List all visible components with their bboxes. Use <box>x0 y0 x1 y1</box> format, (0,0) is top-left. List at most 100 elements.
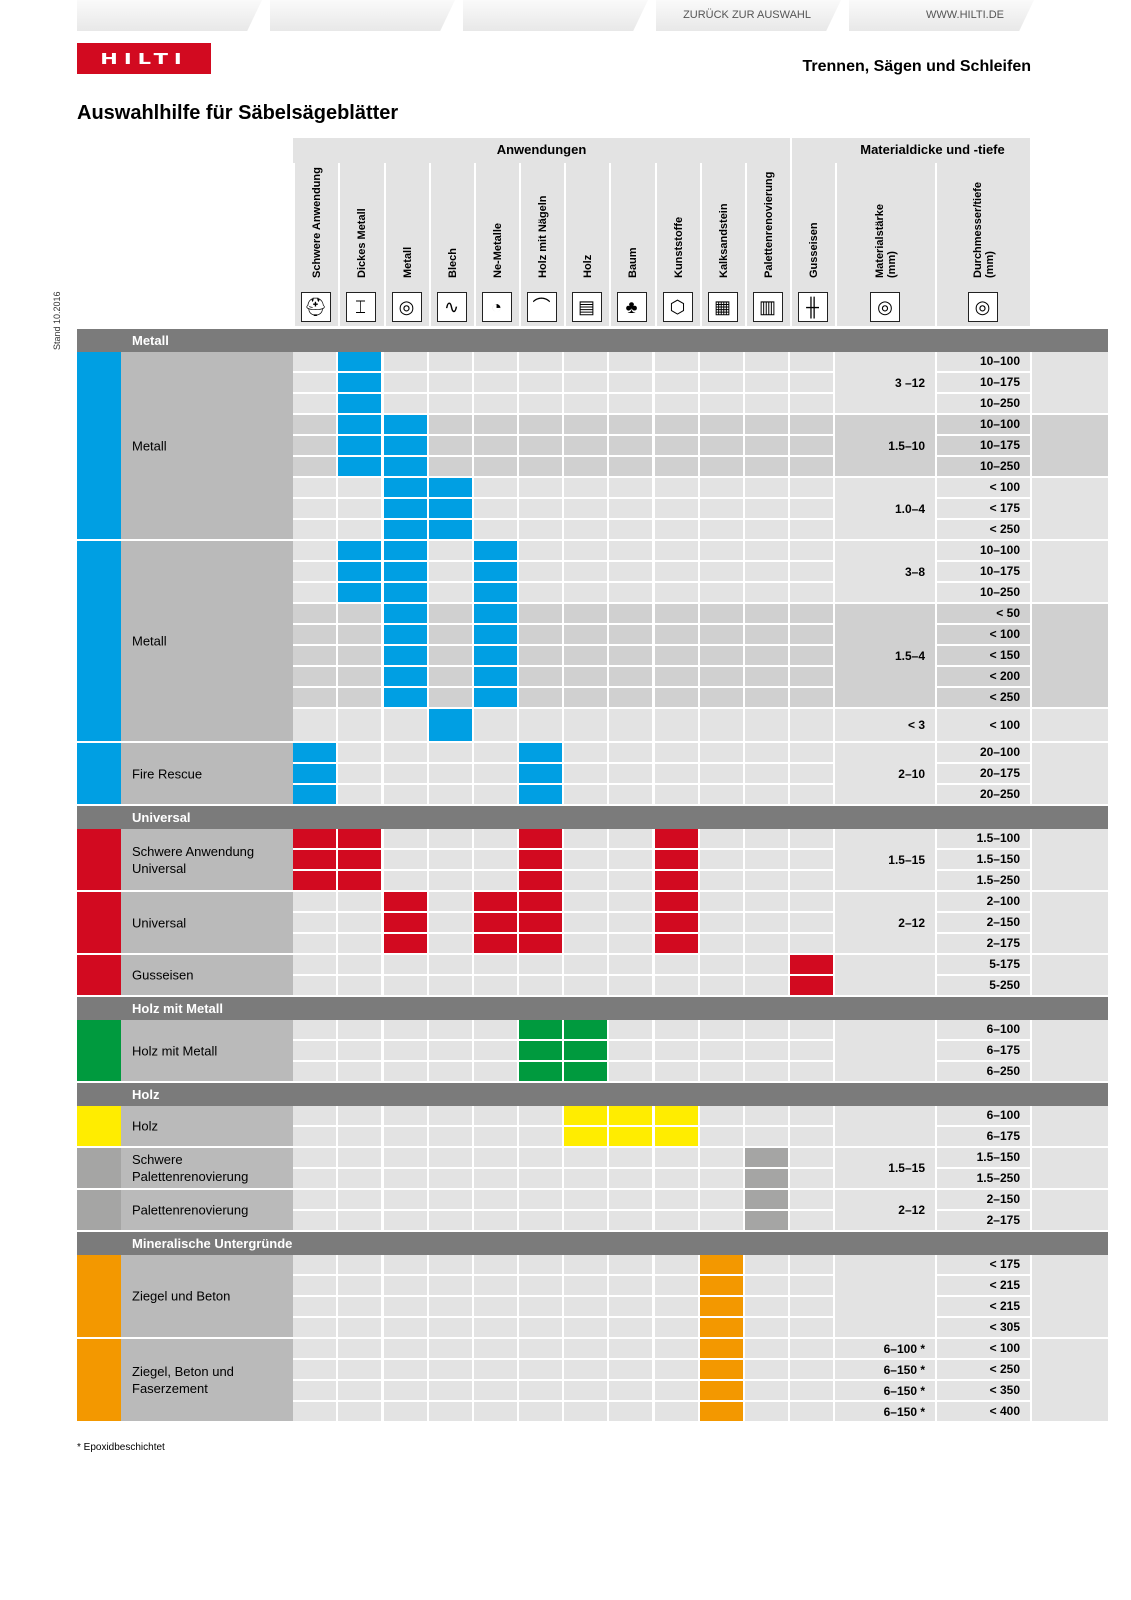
suitable-cell <box>655 892 700 911</box>
suitable-cell <box>338 352 383 371</box>
diameter-value: 6–100 <box>937 1106 1030 1125</box>
empty-cell <box>338 1041 383 1060</box>
diameter-value: 1.5–250 <box>937 871 1030 890</box>
empty-cell <box>429 373 474 392</box>
table-row: < 200 <box>77 667 1108 686</box>
diameter-value: < 250 <box>937 520 1030 539</box>
column-label: Gusseisen <box>807 222 820 278</box>
empty-cell <box>655 541 700 560</box>
empty-cell <box>564 1402 609 1421</box>
suitable-cell <box>519 1041 564 1060</box>
empty-cell <box>429 604 474 623</box>
empty-cell <box>474 1360 519 1379</box>
empty-cell <box>338 934 383 953</box>
empty-cell <box>338 1169 383 1188</box>
empty-cell <box>384 1360 429 1379</box>
extra-column-cell <box>1032 829 1108 890</box>
empty-cell <box>790 457 835 476</box>
empty-cell <box>338 785 383 804</box>
material-thickness-value: 2–12 <box>835 1190 935 1230</box>
suitable-cell <box>564 1106 609 1125</box>
tube-thickness-icon: ◎ <box>870 292 900 322</box>
suitable-cell <box>474 604 519 623</box>
empty-cell <box>564 562 609 581</box>
empty-cell <box>790 1127 835 1146</box>
empty-cell <box>700 976 745 995</box>
product-name: Universal <box>121 892 293 953</box>
diameter-value: 1.5–150 <box>937 1148 1030 1167</box>
empty-cell <box>519 520 564 539</box>
empty-cell <box>429 871 474 890</box>
empty-cell <box>293 892 338 911</box>
diameter-value: 5-250 <box>937 976 1030 995</box>
diameter-value: 6–175 <box>937 1041 1030 1060</box>
empty-cell <box>429 583 474 602</box>
empty-cell <box>474 1402 519 1421</box>
table-row: 10–100 <box>77 541 1108 560</box>
empty-cell <box>655 499 700 518</box>
empty-cell <box>519 394 564 413</box>
empty-cell <box>655 709 700 741</box>
empty-cell <box>564 1339 609 1358</box>
empty-cell <box>700 892 745 911</box>
table-row: 20–175 <box>77 764 1108 783</box>
empty-cell <box>700 646 745 665</box>
empty-cell <box>790 1402 835 1421</box>
empty-cell <box>429 415 474 434</box>
empty-cell <box>338 1402 383 1421</box>
diameter-value: < 100 <box>937 709 1030 741</box>
empty-cell <box>564 1381 609 1400</box>
empty-cell <box>429 1381 474 1400</box>
empty-cell <box>655 1255 700 1274</box>
suitable-cell <box>384 583 429 602</box>
product-name: Holz <box>121 1106 293 1146</box>
empty-cell <box>700 394 745 413</box>
product-name: Schwere Anwendung Universal <box>121 829 293 890</box>
diameter-value: 10–175 <box>937 562 1030 581</box>
footer-tab-empty <box>77 0 262 31</box>
empty-cell <box>564 743 609 762</box>
empty-cell <box>700 785 745 804</box>
empty-cell <box>429 934 474 953</box>
diameter-value: 20–175 <box>937 764 1030 783</box>
empty-cell <box>338 1339 383 1358</box>
material-thickness-value: 1.5–15 <box>835 829 935 890</box>
empty-cell <box>519 583 564 602</box>
column-label: Blech <box>446 248 459 278</box>
empty-cell <box>609 764 654 783</box>
empty-cell <box>519 1190 564 1209</box>
table-row: < 250 6–150 * <box>77 1360 1108 1379</box>
empty-cell <box>519 373 564 392</box>
suitable-cell <box>293 743 338 762</box>
empty-cell <box>293 457 338 476</box>
empty-cell <box>745 373 790 392</box>
footer-link-zur-ck-zur-auswahl[interactable]: ZURÜCK ZUR AUSWAHL <box>656 0 841 31</box>
empty-cell <box>293 1297 338 1316</box>
empty-cell <box>384 871 429 890</box>
empty-cell <box>564 457 609 476</box>
footer-link-www-hilti-de[interactable]: WWW.HILTI.DE <box>849 0 1034 31</box>
empty-cell <box>609 1339 654 1358</box>
empty-cell <box>429 1148 474 1167</box>
diameter-value: < 305 <box>937 1318 1030 1337</box>
empty-cell <box>745 541 790 560</box>
product-name: Metall <box>121 541 293 741</box>
suitable-cell <box>700 1297 745 1316</box>
empty-cell <box>564 667 609 686</box>
diameter-value: 10–250 <box>937 583 1030 602</box>
material-thickness-value: 3–8 <box>835 541 935 602</box>
diameter-value: 10–250 <box>937 457 1030 476</box>
footer-tab-empty <box>270 0 455 31</box>
material-thickness-value: 6–100 * <box>835 1339 935 1358</box>
empty-cell <box>474 764 519 783</box>
empty-cell <box>338 743 383 762</box>
diameter-value: < 175 <box>937 1255 1030 1274</box>
extra-column-cell <box>1032 604 1108 707</box>
table-row: 20–100 <box>77 743 1108 762</box>
empty-cell <box>700 625 745 644</box>
table-row: 10–100 <box>77 352 1108 371</box>
diameter-value: < 400 <box>937 1402 1030 1421</box>
table-row: < 100 <box>77 625 1108 644</box>
empty-cell <box>564 583 609 602</box>
empty-cell <box>293 1381 338 1400</box>
